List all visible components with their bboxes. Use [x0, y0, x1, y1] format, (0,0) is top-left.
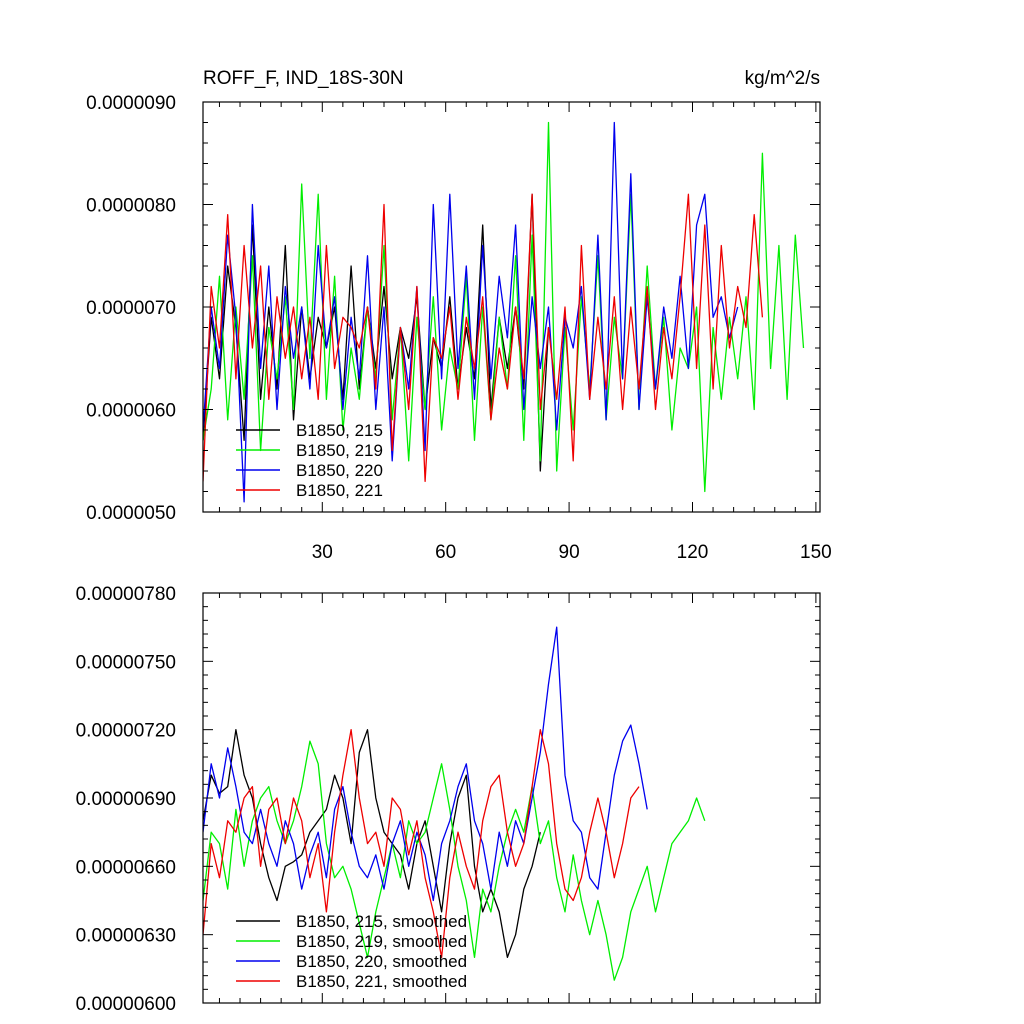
y-tick-label: 0.00000720 [76, 721, 176, 742]
series-line-3 [203, 121, 739, 503]
legend-label: B1850, 219, smoothed [296, 932, 467, 951]
series-line-2 [203, 740, 706, 981]
y-tick-label: 0.00000660 [76, 857, 176, 878]
y-tick-label: 0.0000050 [86, 503, 176, 524]
x-tick-label: 150 [800, 542, 832, 563]
series-line-3 [203, 626, 648, 902]
top-panel: ROFF_F, IND_18S-30N kg/m^2/s 0.0000050 0.… [86, 68, 832, 563]
series-line-4 [203, 729, 640, 959]
top-panel-title: ROFF_F, IND_18S-30N [203, 68, 404, 89]
legend-label: B1850, 220 [296, 461, 383, 480]
y-tick-label: 0.00000750 [76, 652, 176, 673]
y-tick-label: 0.0000080 [86, 196, 176, 217]
y-tick-label: 0.0000090 [86, 93, 176, 114]
series-line-4 [203, 193, 764, 482]
bottom-panel: 0.00000600 0.00000630 0.00000660 0.00000690… [76, 584, 821, 1015]
legend-label: B1850, 215 [296, 421, 383, 440]
legend-label: B1850, 221, smoothed [296, 972, 467, 991]
y-tick-label: 0.00000780 [76, 584, 176, 605]
y-tick-label: 0.0000060 [86, 401, 176, 422]
x-tick-label: 30 [312, 542, 333, 563]
y-tick-label: 0.0000070 [86, 298, 176, 319]
x-tick-label: 90 [559, 542, 580, 563]
x-tick-label: 60 [435, 542, 456, 563]
legend-label: B1850, 220, smoothed [296, 952, 467, 971]
legend-label: B1850, 219 [296, 441, 383, 460]
y-tick-label: 0.00000630 [76, 926, 176, 947]
legend-label: B1850, 221 [296, 481, 383, 500]
series-line-1 [203, 729, 541, 959]
x-tick-label: 120 [677, 542, 709, 563]
top-panel-units: kg/m^2/s [745, 68, 820, 89]
series-line-2 [203, 121, 805, 493]
y-tick-label: 0.00000690 [76, 789, 176, 810]
legend-label: B1850, 215, smoothed [296, 912, 467, 931]
y-tick-label: 0.00000600 [76, 994, 176, 1015]
